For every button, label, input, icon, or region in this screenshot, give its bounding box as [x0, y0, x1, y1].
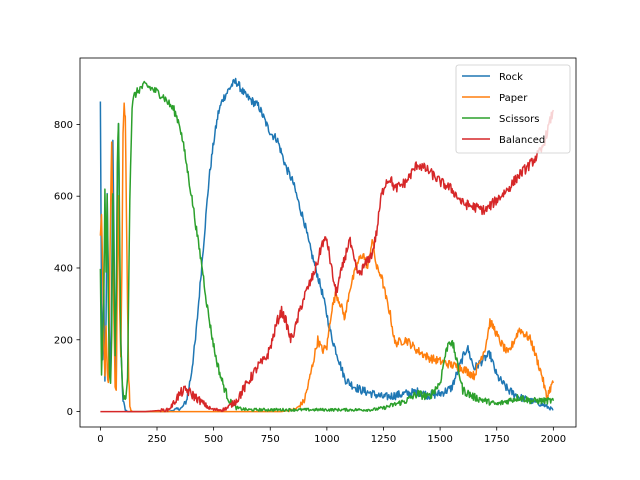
x-tick-label: 750 — [261, 434, 280, 445]
legend-label-scissors: Scissors — [499, 114, 539, 125]
y-tick-label: 800 — [54, 120, 73, 131]
y-tick-label: 600 — [54, 192, 73, 203]
x-tick-label: 250 — [147, 434, 166, 445]
y-axis: 0 200 400 600 800 — [54, 120, 80, 418]
x-tick-label: 1750 — [484, 434, 509, 445]
x-axis: 0 250 500 750 1000 1250 1500 1750 2000 — [97, 427, 566, 445]
x-tick-label: 1500 — [427, 434, 452, 445]
x-tick-label: 0 — [97, 434, 103, 445]
plot-frame — [79, 57, 577, 428]
y-tick-label: 0 — [67, 407, 73, 418]
series-line-scissors — [99, 80, 555, 412]
legend: Rock Paper Scissors Balanced — [455, 64, 571, 154]
y-tick-label: 400 — [54, 263, 73, 274]
x-tick-label: 2000 — [541, 434, 566, 445]
y-tick-label: 200 — [54, 335, 73, 346]
series-line-balanced — [100, 109, 555, 413]
legend-label-paper: Paper — [499, 93, 528, 104]
legend-label-rock: Rock — [499, 72, 523, 83]
x-tick-label: 1250 — [371, 434, 396, 445]
legend-box — [455, 64, 571, 154]
series-line-paper — [99, 102, 555, 413]
x-tick-label: 500 — [204, 434, 223, 445]
legend-label-balanced: Balanced — [499, 135, 545, 146]
series-layer — [99, 77, 555, 413]
x-tick-label: 1000 — [314, 434, 339, 445]
